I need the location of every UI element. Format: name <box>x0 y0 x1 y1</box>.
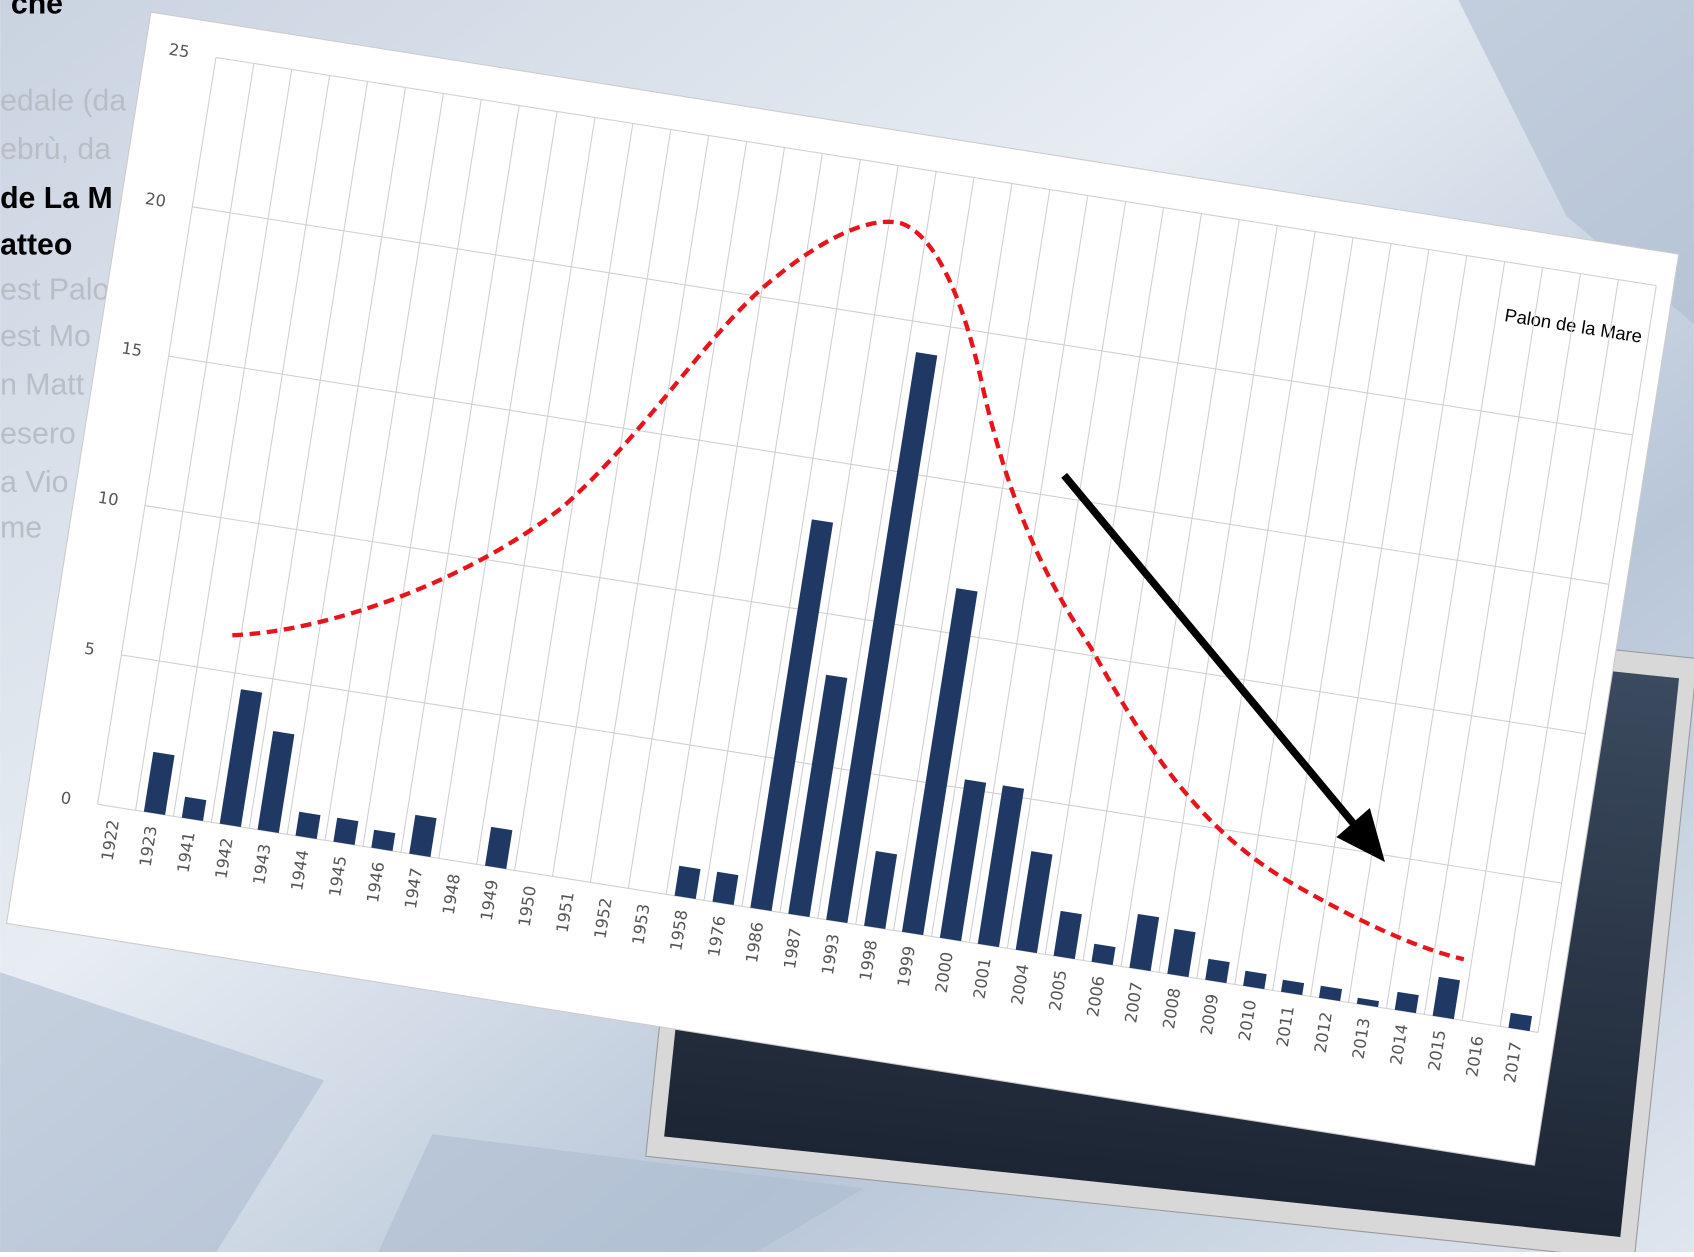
y-tick-label: 5 <box>83 639 96 659</box>
vertical-grid-line <box>134 63 255 811</box>
trend-curve <box>232 219 1465 962</box>
vertical-grid-line <box>741 159 861 907</box>
vertical-grid-line <box>172 69 293 817</box>
vertical-grid-line <box>817 171 937 919</box>
side-text-line: esero <box>0 417 76 450</box>
side-text-line: a Vio <box>0 466 68 499</box>
vertical-grid-line <box>362 99 482 847</box>
vertical-grid-line <box>930 189 1051 937</box>
vertical-grid-line <box>1082 213 1202 961</box>
vertical-grid-line <box>210 75 331 823</box>
bar <box>1394 991 1419 1014</box>
vertical-grid-line <box>324 93 444 841</box>
bar <box>674 865 701 900</box>
side-text-line: est Palo <box>0 274 109 307</box>
vertical-grid-line <box>1423 267 1544 1015</box>
bar <box>1053 910 1082 960</box>
side-text-line: edale (da <box>0 85 126 118</box>
bar <box>371 829 396 852</box>
vertical-grid-line <box>1272 243 1392 991</box>
bar <box>181 796 207 821</box>
vertical-grid-line <box>1537 285 1657 1033</box>
grid-line <box>215 56 1657 287</box>
side-text-line: de La M <box>0 182 113 215</box>
bar <box>1015 851 1053 954</box>
chart-background <box>5 11 1680 1166</box>
bar <box>1129 913 1160 972</box>
side-text-line: atteo <box>0 228 72 261</box>
vertical-grid-line <box>1120 219 1240 967</box>
bar <box>257 731 295 834</box>
side-text-line: ebrù, da <box>0 133 111 166</box>
vertical-grid-line <box>1044 207 1165 955</box>
bar <box>1091 943 1116 966</box>
vertical-grid-line <box>476 117 596 865</box>
y-tick-label: 10 <box>97 488 120 510</box>
vertical-grid-line <box>1006 201 1127 949</box>
bar <box>977 785 1025 948</box>
arrow-shaft <box>1061 472 1359 829</box>
vertical-grid-line <box>551 129 672 877</box>
bar <box>939 779 987 942</box>
bar <box>864 851 898 930</box>
bar <box>826 352 938 924</box>
y-tick-label: 15 <box>120 338 143 360</box>
vertical-grid-line <box>400 105 520 853</box>
vertical-grid-line <box>248 81 369 829</box>
bar <box>295 811 321 840</box>
bar <box>1281 979 1305 996</box>
bar <box>1356 997 1379 1008</box>
vertical-grid-line <box>665 147 786 895</box>
side-text-line: est Mo <box>0 320 91 353</box>
bar <box>712 871 739 906</box>
bar <box>1318 985 1343 1002</box>
bar <box>485 826 513 870</box>
bar <box>901 588 978 936</box>
y-tick-label: 20 <box>144 189 167 211</box>
side-text: che edale (da ebrù, da de La M atteo est Palo… <box>0 0 126 544</box>
vertical-grid-line <box>97 57 217 805</box>
vertical-grid-line <box>286 87 406 835</box>
vertical-grid-line <box>1385 261 1506 1009</box>
bar <box>1508 1012 1533 1032</box>
bar <box>143 751 175 815</box>
bar <box>1167 928 1196 978</box>
vertical-grid-line <box>589 135 710 883</box>
vertical-grid-line <box>855 177 975 925</box>
bar <box>750 519 834 912</box>
bar <box>1432 976 1461 1020</box>
side-text-line: me <box>0 511 42 544</box>
vertical-grid-line <box>968 195 1089 943</box>
bar <box>1205 958 1230 984</box>
y-tick-label: 0 <box>59 788 72 808</box>
bar <box>1243 970 1267 990</box>
arrow-head <box>1336 808 1385 863</box>
bar <box>333 817 359 846</box>
side-text-line: n Matt <box>0 369 85 402</box>
vertical-grid-line <box>1461 273 1582 1021</box>
vertical-grid-line <box>1347 255 1468 1003</box>
y-tick-label: 25 <box>168 40 191 62</box>
vertical-grid-line <box>514 123 634 871</box>
bar <box>219 689 263 828</box>
vertical-grid-line <box>627 141 748 889</box>
vertical-grid-line <box>1196 231 1316 979</box>
vertical-grid-line <box>438 111 558 859</box>
bar <box>788 674 848 918</box>
vertical-grid-line <box>1158 225 1278 973</box>
vertical-grid-line <box>1499 279 1619 1027</box>
bar <box>409 814 437 858</box>
vertical-grid-line <box>893 183 1013 931</box>
side-text-line: che <box>11 0 63 20</box>
vertical-grid-line <box>779 165 899 913</box>
vertical-grid-line <box>703 153 823 901</box>
vertical-grid-line <box>1310 249 1430 997</box>
